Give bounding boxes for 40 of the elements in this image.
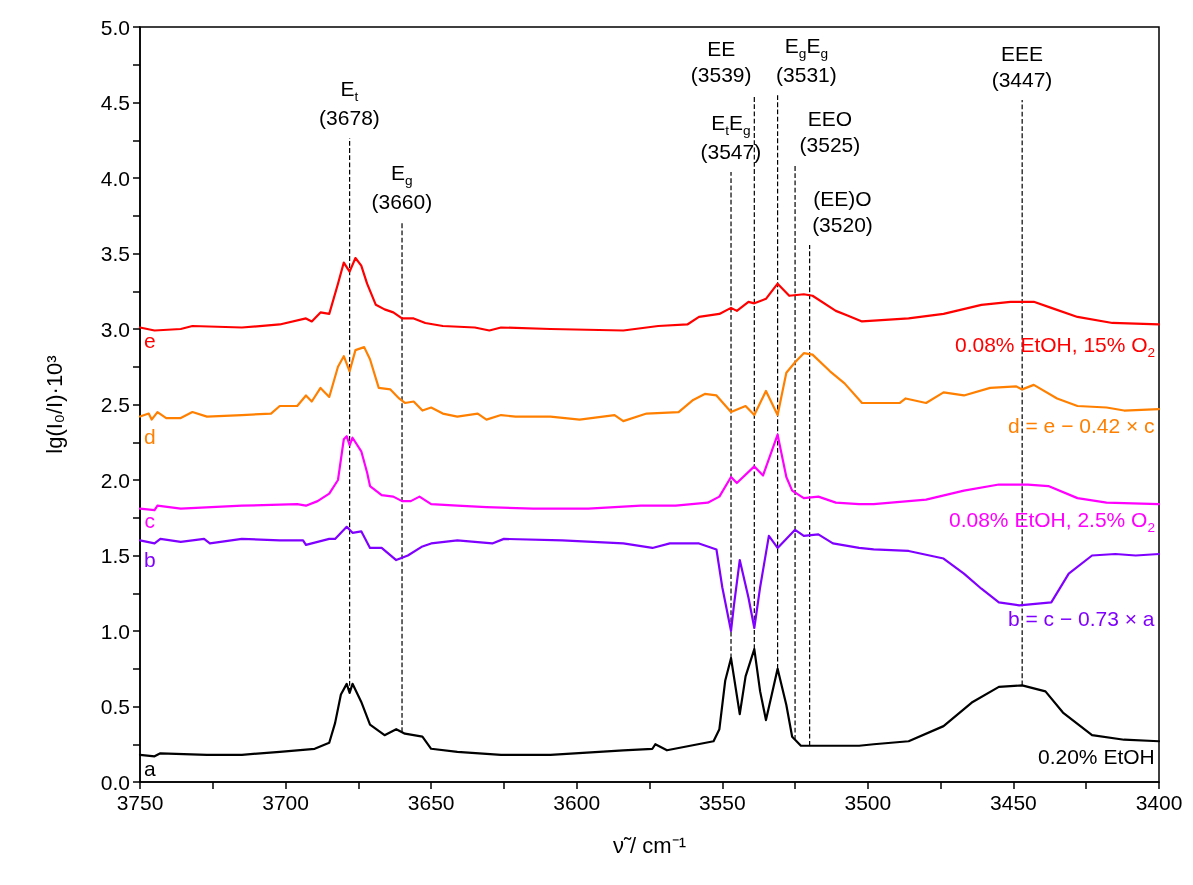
series-label: d = e − 0.42 × c bbox=[1008, 413, 1155, 439]
series-label: 0.08% EtOH, 2.5% O$_{2}$ bbox=[949, 507, 1156, 537]
y-tick-label: 1.0 bbox=[100, 619, 130, 643]
ref-line-label: (EE)O (3520) bbox=[812, 186, 873, 239]
series-label: b = c − 0.73 × a bbox=[1008, 606, 1155, 632]
y-tick-label: 0.0 bbox=[100, 770, 130, 794]
y-tick-label: 4.0 bbox=[100, 166, 130, 190]
x-axis-title: ν̃ / cm⁻¹ bbox=[613, 832, 686, 858]
ref-line-label: EEE (3447) bbox=[991, 41, 1053, 94]
x-tick-label: 3450 bbox=[990, 791, 1037, 814]
y-tick-label: 2.0 bbox=[100, 468, 130, 492]
annotation: b bbox=[144, 547, 156, 574]
series-label: 0.20% EtOH bbox=[1038, 744, 1155, 771]
y-tick-label: 0.5 bbox=[100, 695, 130, 718]
x-tick-label: 3650 bbox=[407, 791, 455, 814]
ref-line-label: E$_{t}$ (3678) bbox=[319, 76, 380, 132]
ref-line-label: EEO (3525) bbox=[799, 106, 861, 159]
ref-line-label: EE (3539) bbox=[690, 36, 752, 89]
y-tick-label: 5.0 bbox=[100, 15, 130, 39]
annotation: d bbox=[144, 423, 156, 450]
x-tick-label: 3700 bbox=[262, 791, 309, 814]
y-tick-label: 4.5 bbox=[100, 91, 130, 114]
ref-line-label: E$_{t}$E$_{g}$ (3547) bbox=[700, 110, 762, 166]
y-tick-label: 2.5 bbox=[100, 393, 130, 416]
x-tick-label: 3400 bbox=[1135, 791, 1183, 814]
x-tick-label: 3750 bbox=[116, 791, 164, 814]
y-tick-label: 1.5 bbox=[100, 544, 130, 567]
ref-line-label: E$_{g}$E$_{g}$ (3531) bbox=[776, 33, 837, 89]
ref-line-label: E$_{g}$ (3660) bbox=[371, 160, 433, 216]
y-axis-title: lg(I₀/I)·10³ bbox=[41, 355, 67, 454]
annotation: e bbox=[144, 328, 156, 355]
x-tick-label: 3500 bbox=[844, 791, 892, 814]
y-tick-label: 3.5 bbox=[100, 242, 130, 265]
annotation: c bbox=[144, 507, 155, 534]
x-tick-label: 3600 bbox=[553, 791, 601, 814]
series-label: 0.08% EtOH, 15% O$_{2}$ bbox=[955, 332, 1156, 362]
annotation: a bbox=[144, 755, 156, 782]
y-tick-label: 3.0 bbox=[100, 317, 130, 341]
x-tick-label: 3550 bbox=[698, 791, 746, 814]
line-series bbox=[138, 256, 1161, 332]
